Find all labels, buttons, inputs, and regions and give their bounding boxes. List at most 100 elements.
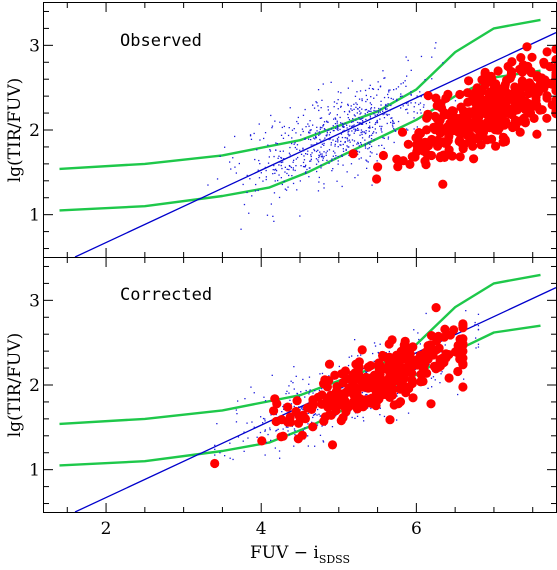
data-point-small [236,413,238,415]
data-point-small [293,128,295,130]
data-point-small [295,158,297,160]
data-point-small [321,425,323,427]
data-point-large [363,382,374,392]
data-point-small [360,123,363,125]
data-point-small [454,100,457,102]
data-point-small [355,129,357,131]
data-point-small [292,182,295,185]
data-point-small [378,107,380,110]
data-point-small [214,454,216,456]
data-point-small [369,115,371,117]
data-point-small [347,117,349,119]
data-point-small [237,436,240,438]
panel-observed-large-points [348,42,557,189]
data-point-small [359,106,361,109]
data-point-small [307,423,309,425]
data-point-small [366,393,368,396]
data-point-small [302,147,304,149]
data-point-small [265,169,267,172]
data-point-small [343,129,345,132]
data-point-small [289,146,291,149]
data-point-small [341,185,343,188]
data-point-small [372,88,375,90]
data-point-small [253,392,255,394]
data-point-large [507,57,517,67]
data-point-small [219,452,221,454]
data-point-large [257,436,267,446]
data-point-small [379,118,381,120]
data-point-small [355,106,357,108]
data-point-small [322,124,324,127]
data-point-large [551,109,557,119]
data-point-small [420,55,423,58]
data-point-small [389,109,391,112]
data-point-small [435,42,437,44]
data-point-small [350,105,352,107]
data-point-large [484,99,494,109]
data-point-large [469,154,479,164]
data-point-small [325,152,327,154]
panel-observed-title: Observed [120,31,202,51]
x-tick-label: 6 [411,519,422,539]
data-point-small [413,117,415,119]
data-point-small [331,160,333,162]
data-point-small [477,322,480,325]
data-point-small [249,178,251,180]
data-point-small [312,124,314,126]
data-point-small [322,159,324,161]
data-point-small [273,192,276,194]
data-point-large [405,159,415,169]
data-point-small [371,152,373,154]
data-point-small [281,126,283,129]
data-point-small [326,120,328,122]
data-point-small [308,176,310,178]
data-point-small [353,124,355,126]
data-point-small [361,120,364,122]
data-point-small [336,128,338,130]
data-point-small [377,110,379,112]
data-point-small [318,389,321,391]
panel-observed: 1 2 3 Observed lg(TIR/FUV) [5,2,557,258]
data-point-small [270,439,272,441]
data-point-small [405,102,408,105]
data-point-small [330,142,332,144]
data-point-large [385,415,395,425]
data-point-small [425,312,427,315]
data-point-small [296,148,298,150]
data-point-small [325,135,328,137]
data-point-small [368,110,371,112]
data-point-small [356,121,359,124]
data-point-small [358,158,360,160]
data-point-large [462,88,473,98]
data-point-small [328,138,330,141]
data-point-large [456,102,466,112]
data-point-small [286,390,288,392]
data-point-large [547,79,557,89]
data-point-small [336,124,338,126]
data-point-small [296,144,299,146]
data-point-small [317,159,319,161]
data-point-small [293,405,295,408]
data-point-small [315,135,317,137]
data-point-small [299,215,301,217]
data-point-small [319,153,322,155]
data-point-large [302,403,313,413]
data-point-small [347,140,349,142]
data-point-small [229,457,231,459]
data-point-small [242,440,244,442]
data-point-small [326,132,328,134]
data-point-small [388,113,390,116]
data-point-large [458,334,468,344]
data-point-small [369,151,372,153]
data-point-small [335,155,337,157]
data-point-small [457,393,459,396]
x-tick-label: 4 [256,519,267,539]
data-point-small [363,420,365,422]
data-point-small [326,159,328,162]
data-point-large [522,42,532,52]
data-point-small [309,391,311,393]
data-point-small [351,126,353,128]
data-point-small [207,184,209,186]
data-point-small [360,157,362,159]
data-point-small [289,154,291,156]
